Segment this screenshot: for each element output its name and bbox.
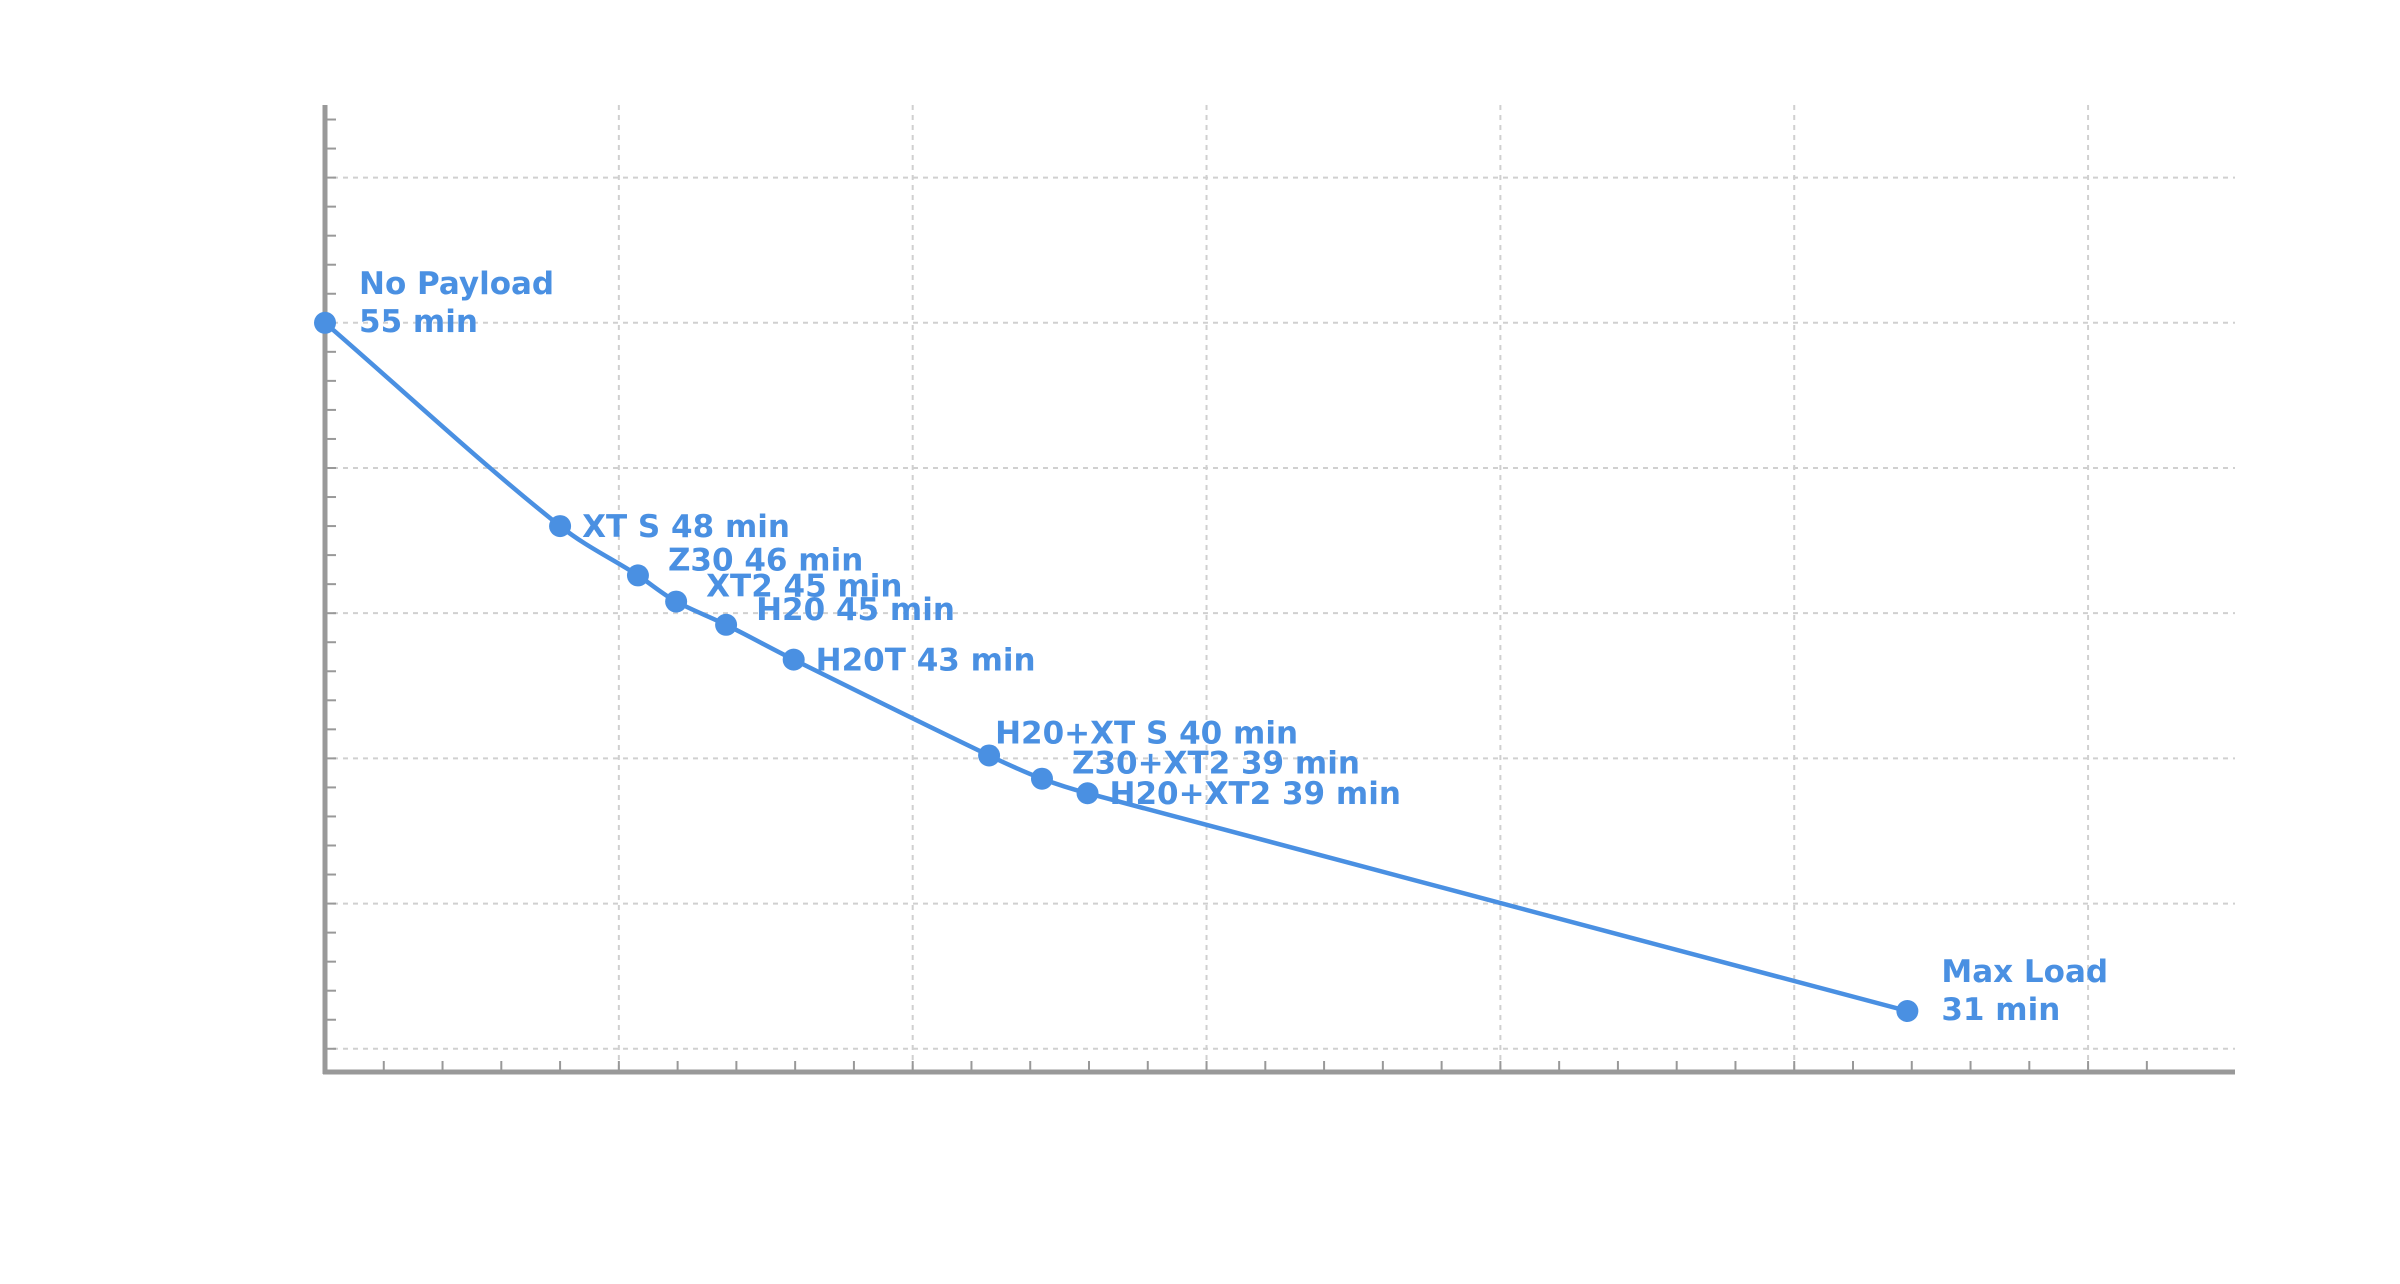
data-point (782, 648, 805, 671)
grid (333, 105, 2235, 1072)
data-label: Z30+XT2 39 min (1072, 746, 1360, 782)
data-label: Z30 46 min (668, 542, 863, 578)
data-point (978, 744, 1001, 767)
data-label-line: Z30+XT2 39 min (1072, 746, 1360, 782)
data-point (1030, 767, 1053, 790)
data-label: H20 45 min (756, 592, 955, 628)
data-label-line: Z30 46 min (668, 542, 863, 578)
data-label: XT S 48 min (582, 509, 790, 545)
data-label: H20+XT2 39 min (1110, 776, 1401, 812)
data-label: Max Load 31 min (1941, 954, 2108, 1028)
data-point (314, 311, 336, 334)
data-point (549, 515, 572, 538)
data-label-line: H20T 43 min (816, 643, 1036, 679)
data-label-line: XT S 48 min (582, 509, 790, 545)
data-point (1896, 1000, 1919, 1023)
data-point (715, 613, 738, 636)
data-point (1076, 782, 1099, 805)
data-point (665, 590, 688, 613)
data-label: H20T 43 min (816, 643, 1036, 679)
data-label-line: XT2 45 min (706, 569, 902, 605)
axis-ticks (325, 118, 2148, 1072)
data-label-line: No Payload (359, 266, 554, 302)
data-label: XT2 45 min (706, 569, 902, 605)
data-label-line: H20 45 min (756, 592, 955, 628)
data-label-line: H20+XT2 39 min (1110, 776, 1401, 812)
data-label-line: H20+XT S 40 min (995, 715, 1298, 751)
data-label: No Payload 55 min (359, 266, 554, 340)
data-point (626, 564, 649, 587)
data-label-line: Max Load (1941, 954, 2108, 990)
data-label-line: 31 min (1941, 992, 2060, 1028)
data-label: H20+XT S 40 min (995, 715, 1298, 751)
series-line (323, 321, 1908, 1014)
data-label-line: 55 min (359, 304, 478, 340)
